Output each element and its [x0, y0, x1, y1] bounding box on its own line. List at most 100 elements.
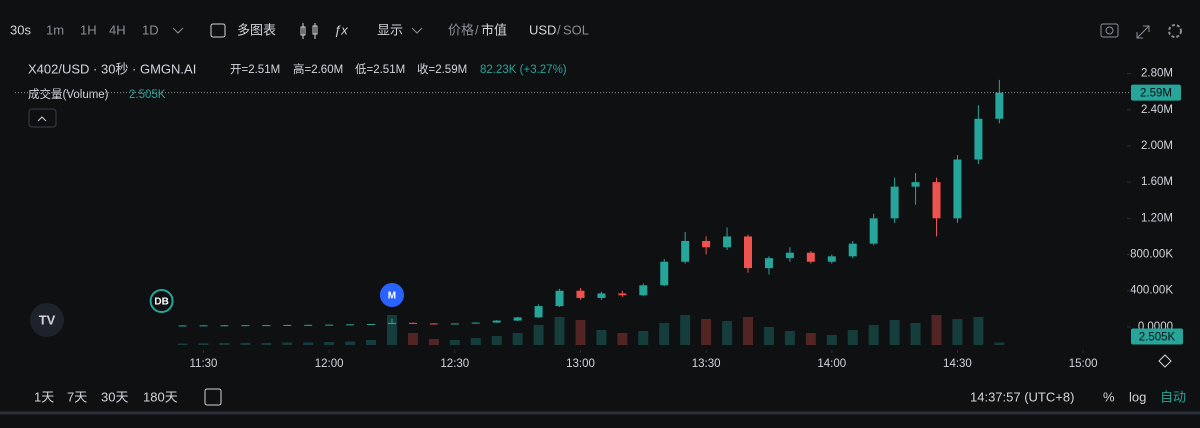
axis-reset[interactable] — [1158, 354, 1172, 368]
volume-bar — [826, 335, 837, 345]
camera-icon[interactable] — [1100, 23, 1119, 38]
collapse-button[interactable] — [28, 108, 57, 128]
chevron[interactable] — [172, 27, 184, 34]
candle-body — [932, 182, 941, 219]
y-tick-label: 400.00K — [1130, 285, 1173, 297]
event-marker — [149, 289, 174, 313]
volume-bar — [784, 331, 795, 345]
symbol: X402/USD · 30秒 · GMGN.AI — [28, 61, 196, 76]
price-mode[interactable]: 价格 — [448, 22, 474, 37]
low: 低=2.51M — [355, 63, 405, 76]
fullscreen-icon[interactable] — [1136, 25, 1150, 39]
icon[interactable] — [210, 23, 226, 38]
x-tick-label: 13:30 — [692, 358, 721, 370]
chevron[interactable] — [411, 27, 423, 34]
last-volume-label: 2.505K — [1139, 332, 1176, 344]
y-tick-label: 1.60M — [1141, 176, 1173, 188]
volume-bar — [470, 338, 481, 345]
interval[interactable]: 4H — [109, 22, 126, 37]
high: 高=2.60M — [293, 62, 343, 76]
volume-bar — [847, 330, 858, 345]
chevron — [37, 116, 47, 122]
volume-bar — [743, 317, 754, 345]
range[interactable]: 1天 — [34, 389, 54, 404]
footer: 1天 7天 30天 180天 14:37:57 (UTC+8) % log 自动 — [34, 354, 1186, 406]
interval[interactable]: 30s — [10, 22, 31, 37]
volume-bar — [177, 343, 188, 345]
candle-body — [199, 325, 208, 327]
x-tick-label: 13:00 — [566, 358, 595, 370]
auto[interactable]: 自动 — [1160, 389, 1186, 404]
separator: / — [557, 22, 561, 37]
volume-bar — [973, 317, 984, 345]
y-tick-label: 1.20M — [1141, 212, 1173, 224]
x-tick-label: 12:00 — [315, 358, 344, 370]
volume-bar — [617, 333, 628, 345]
change: 82.23K (+3.27%) — [480, 64, 567, 76]
volume-title: 成交量(Volume) — [28, 87, 109, 101]
candle-body — [869, 218, 878, 244]
calendar-icon[interactable] — [204, 388, 222, 406]
display[interactable]: 显示 — [377, 22, 403, 37]
event-marker-label: M — [388, 291, 396, 302]
fx-icon[interactable]: ƒx — [334, 22, 348, 37]
event-marker-label: DB — [154, 297, 168, 308]
volume-bar — [575, 320, 586, 345]
volume-bar — [868, 325, 879, 345]
volume-bar — [324, 342, 335, 345]
range[interactable]: 30天 — [101, 389, 128, 404]
candle-body — [660, 261, 669, 286]
candle-body — [283, 324, 292, 326]
candle-body — [681, 240, 690, 262]
percent[interactable]: % — [1103, 389, 1115, 404]
alt-quote[interactable]: SOL — [563, 22, 589, 37]
volume-bar — [805, 333, 816, 345]
close: 收=2.59M — [417, 62, 467, 76]
last-price-tag — [1131, 84, 1181, 101]
y-tick-label: 2.00M — [1141, 140, 1173, 152]
candle-body — [723, 236, 732, 248]
volume-bar — [763, 327, 774, 345]
candle-icon[interactable] — [300, 23, 318, 39]
volume-bar — [931, 315, 942, 345]
volume-bar — [722, 321, 733, 345]
candle-body — [848, 243, 857, 257]
candle-body — [890, 186, 899, 219]
interval[interactable]: 1D — [142, 22, 159, 37]
candle-body — [429, 323, 438, 325]
x-tick-label: 11:30 — [190, 358, 218, 370]
candle-body — [262, 325, 271, 327]
volume-bar — [701, 319, 712, 345]
candle-body — [953, 159, 962, 219]
volume-bar — [910, 323, 921, 345]
candle-body — [806, 252, 815, 262]
candle-body — [513, 317, 522, 321]
candle-body — [367, 324, 376, 326]
tv-logo[interactable] — [30, 303, 64, 337]
volume-bar — [198, 343, 209, 345]
volume-bar — [407, 333, 418, 345]
open: 开=2.51M — [230, 64, 280, 76]
camera-lens — [1105, 26, 1114, 35]
interval[interactable]: 1m — [46, 22, 64, 37]
volume-bar — [282, 342, 293, 345]
candle-body — [450, 323, 459, 325]
mcap-mode[interactable]: 市值 — [481, 22, 507, 37]
x-tick-label: 12:30 — [440, 358, 469, 370]
range[interactable]: 7天 — [67, 389, 87, 404]
interval[interactable]: 1H — [80, 22, 97, 37]
settings-icon[interactable] — [1168, 24, 1182, 38]
range[interactable]: 180天 — [143, 389, 178, 404]
volume-bar — [240, 342, 251, 345]
volume-bar — [512, 333, 523, 345]
candle-body — [492, 320, 501, 323]
multi-chart[interactable]: 多图表 — [237, 22, 276, 37]
quote[interactable]: USD — [529, 22, 556, 37]
legend: X402/USD · 30秒 · GMGN.AI 开=2.51M 高=2.60M… — [28, 61, 567, 337]
plot: 0.0000400.00K800.00K1.20M1.60M2.00M2.40M… — [15, 68, 1183, 370]
volume-bar — [952, 319, 963, 345]
log[interactable]: log — [1129, 389, 1146, 404]
